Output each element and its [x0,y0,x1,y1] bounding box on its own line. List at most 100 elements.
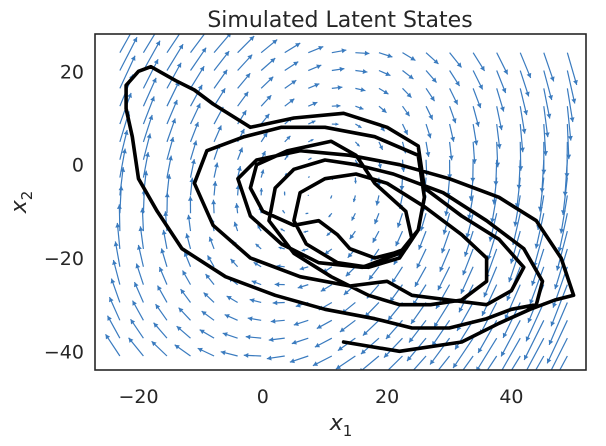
field-arrow [368,266,380,281]
field-arrow [274,282,285,287]
field-arrow [201,310,215,321]
field-arrow [378,52,393,58]
field-arrow [205,273,215,286]
field-arrow [449,52,462,68]
field-arrow [106,315,121,339]
field-arrow [331,66,345,72]
field-arrow [135,263,144,285]
field-arrow [496,70,507,94]
field-arrow [419,213,427,232]
field-arrow [490,195,498,224]
field-arrow [291,337,309,345]
field-arrow [559,355,568,370]
field-arrow [142,133,152,160]
field-arrow [142,40,161,71]
field-arrow [496,123,502,149]
field-arrow [437,266,451,291]
field-arrow [471,141,477,164]
field-arrow [270,318,285,324]
field-arrow [467,195,474,220]
field-arrow [418,230,427,250]
field-arrow [213,162,219,178]
y-tick-label: −20 [44,248,84,270]
field-arrow [119,148,127,178]
field-arrow [535,355,545,370]
field-arrow [182,270,192,285]
field-arrow [331,85,343,91]
field-arrow [399,177,405,191]
field-arrow [249,298,262,304]
field-arrow [401,123,409,136]
field-arrow [320,284,333,292]
field-arrow [396,213,404,228]
field-arrow [312,355,333,367]
field-arrow [112,259,121,285]
field-arrow [516,159,522,190]
field-arrow [187,196,193,214]
field-arrow [119,129,129,160]
field-arrow [203,292,215,303]
field-arrow [531,248,545,286]
field-arrow [185,233,192,250]
x-tick-label: 40 [499,386,523,408]
field-arrow [449,123,456,142]
field-arrow [486,355,498,370]
field-arrow [387,355,403,370]
field-arrow [176,325,191,339]
field-arrow [142,77,157,107]
field-arrow [337,337,356,352]
field-arrow [345,266,356,277]
field-arrow [362,319,380,336]
field-arrow [335,355,356,370]
field-arrow [414,266,427,288]
field-arrow [283,191,286,196]
field-arrow [472,52,486,72]
field-arrow [237,147,244,160]
field-arrow [280,228,286,232]
field-arrow [142,34,156,53]
field-arrow [408,319,427,343]
field-arrow [425,70,437,83]
field-arrow [331,48,347,54]
field-arrow [166,155,173,178]
field-arrow [233,221,239,232]
field-arrow [253,261,262,268]
field-arrow [260,76,274,89]
field-arrow [307,194,309,197]
field-arrow [504,284,521,320]
field-arrow [128,337,144,357]
field-arrow [472,123,479,146]
field-arrow [470,159,476,183]
field-arrow [108,296,121,321]
field-arrow [378,69,391,77]
field-arrow [543,106,550,138]
field-arrow [523,320,545,361]
field-arrow [255,243,262,250]
field-arrow [236,165,242,178]
field-arrow [260,113,270,125]
field-arrow [189,121,199,143]
field-arrow [375,195,381,206]
field-arrow [566,52,578,86]
field-arrow [543,70,553,101]
field-arrow [308,138,314,143]
trajectory-layer [124,64,576,354]
field-arrow [391,266,403,284]
field-arrow [178,307,191,321]
field-arrow [189,158,196,178]
field-arrow [226,295,238,303]
field-arrow [425,52,439,65]
field-arrow [260,39,278,54]
field-arrow [416,248,427,269]
field-arrow [448,141,454,161]
field-arrow [526,337,545,370]
field-arrow [119,55,136,89]
field-arrow [525,302,545,342]
field-arrow [439,248,451,272]
field-arrow [284,98,295,107]
field-arrow [339,319,356,333]
field-arrow [137,244,144,267]
field-arrow [110,278,121,303]
field-arrow [543,88,552,119]
